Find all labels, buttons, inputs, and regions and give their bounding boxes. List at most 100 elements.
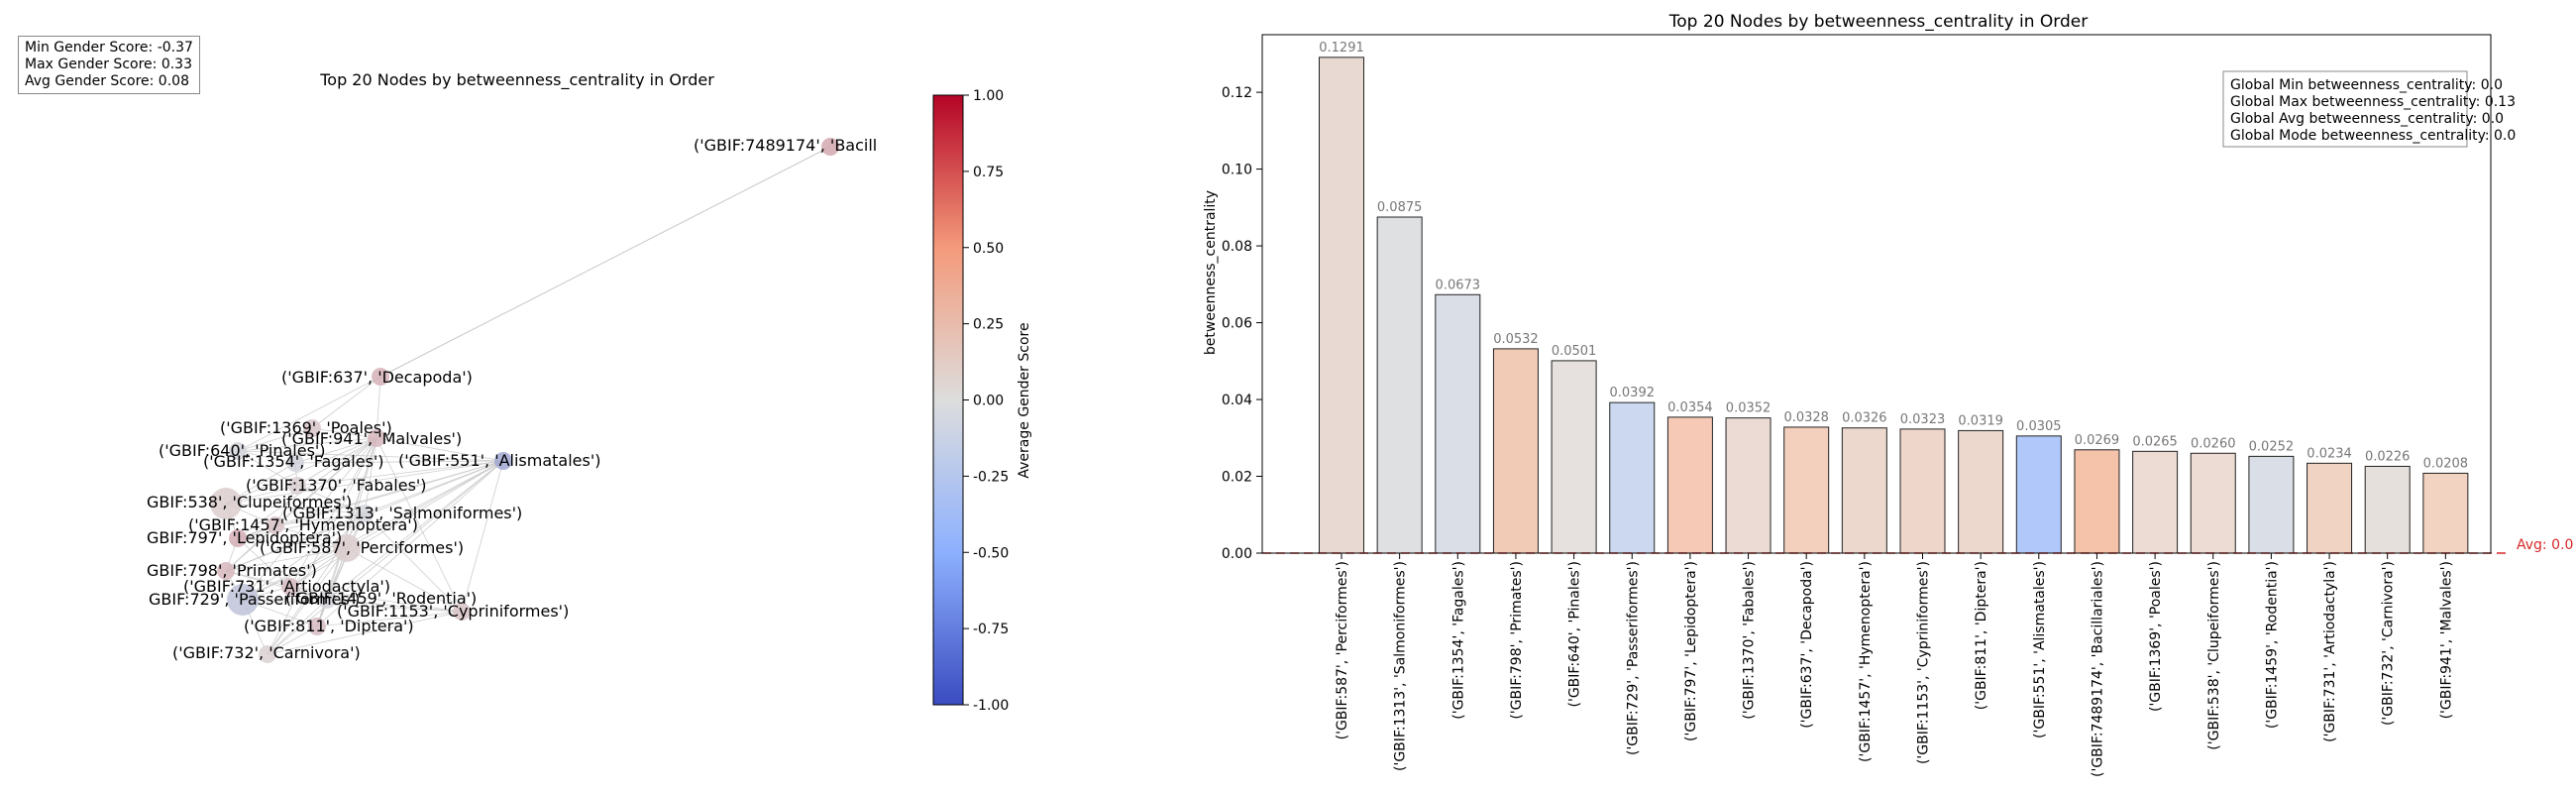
network-node-label: ('GBIF:1459', 'Rodentia') (285, 589, 477, 608)
network-node-label: ('GBIF:732', 'Carnivora') (172, 643, 361, 662)
network-edge (237, 537, 291, 588)
bar-value-label: 0.0305 (2016, 419, 2062, 434)
network-edge (294, 437, 377, 464)
network-edge (267, 611, 463, 655)
network-edge (225, 460, 504, 505)
network-edge (237, 450, 296, 464)
network-title: Top 20 Nodes by betweenness_centrality i… (319, 70, 714, 90)
network-node (821, 138, 839, 156)
network-edge (274, 512, 366, 526)
network-node (281, 578, 299, 596)
x-tick-label: ('GBIF:729', 'Passeriformes') (1625, 561, 1641, 755)
bar (1899, 428, 1946, 554)
y-tick-label: 0.02 (1222, 470, 1252, 486)
x-tick-label: ('GBIF:538', 'Clupeiformes') (2206, 561, 2222, 750)
network-node (217, 562, 235, 580)
legend-frame (2222, 70, 2468, 148)
bar (1376, 216, 1423, 554)
bar (1725, 417, 1771, 554)
network-node-label: ('GBIF:640', 'Pinales') (159, 441, 326, 460)
x-tick-label: ('GBIF:941', 'Malvales') (2438, 561, 2454, 719)
network-edge (225, 503, 366, 514)
bars (1319, 57, 2469, 554)
colorbar-label: Average Gender Score (1017, 322, 1032, 478)
network-edge (326, 460, 504, 601)
y-axis-label: betweenness_centrality (1203, 190, 1219, 355)
bar-value-label: 0.0208 (2423, 456, 2469, 471)
network-edge (225, 437, 377, 505)
network-node-label: ('GBIF:1313', 'Salmoniformes') (282, 504, 522, 522)
network-edge (242, 547, 348, 601)
network-edge (376, 376, 381, 439)
colorbar-tick-label: -0.50 (973, 545, 1009, 561)
x-tick-label: ('GBIF:1153', 'Cypriniformes') (1916, 561, 1932, 764)
network-edge (225, 570, 328, 601)
network-node-label: ('GBIF:1457', 'Hymenoptera') (188, 515, 418, 534)
colorbar-tick-label: 1.00 (973, 88, 1004, 104)
bar-value-label: 0.0319 (1958, 413, 2003, 428)
network-node-label: ('GBIF:1369', 'Poales') (220, 418, 392, 437)
network-edge (346, 460, 504, 549)
network-edge (364, 512, 463, 613)
y-tick-label: 0.12 (1222, 85, 1252, 101)
network-edge (237, 450, 298, 487)
y-tick-label: 0.06 (1222, 316, 1252, 332)
network-edge (346, 437, 377, 549)
network-edge (237, 537, 348, 549)
max-gender-score: Max Gender Score: 0.33 (25, 57, 192, 72)
bar (1666, 416, 1713, 554)
x-tick-label: ('GBIF:587', 'Perciformes') (1335, 561, 1350, 739)
colorbar-tick-label: 0.50 (973, 241, 1004, 257)
colorbar-tick-label: 0.75 (973, 165, 1004, 180)
network-edge (225, 437, 377, 572)
bar (2190, 452, 2236, 554)
plot-frame (1261, 34, 2492, 554)
network-edge (237, 450, 504, 462)
x-tick-label: ('GBIF:797', 'Lepidoptera') (1683, 561, 1699, 741)
network-node-label: ('GBIF:941', 'Malvales') (281, 429, 462, 448)
network-node (368, 429, 385, 447)
network-edge (294, 460, 504, 464)
network-edge (296, 437, 377, 487)
network-edge (237, 437, 377, 452)
network-node (318, 591, 336, 609)
x-tick-label: ('GBIF:1457', 'Hymenoptera') (1858, 561, 1874, 762)
bar-value-label: 0.0323 (1900, 412, 1946, 427)
network-edge (225, 547, 348, 572)
bar (1609, 401, 1656, 554)
network-node-label: ('GBIF:7489174', 'Bacill (694, 136, 877, 155)
bar (2015, 435, 2062, 554)
network-node-label: GBIF:538', 'Clupeiformes') (147, 493, 352, 511)
y-tick-label: 0.04 (1222, 393, 1252, 408)
x-tick-label: ('GBIF:1313', 'Salmoniformes') (1393, 561, 1409, 771)
network-edge (267, 460, 504, 655)
network-node (210, 488, 242, 519)
network-node (372, 368, 389, 386)
network-edge (289, 437, 377, 588)
network-edge (237, 376, 381, 452)
legend-line: Global Max betweenness_centrality: 0.13 (2230, 94, 2516, 110)
colorbar-tick-label: -0.75 (973, 622, 1009, 637)
network-edge (267, 547, 348, 655)
x-tick-label: ('GBIF:551', 'Alismatales') (2032, 561, 2048, 738)
network-node (267, 516, 284, 534)
network-edge (237, 427, 313, 452)
colorbar-gradient (932, 94, 964, 706)
bar (1958, 429, 2004, 554)
network-edge (326, 599, 463, 613)
network-node (333, 534, 361, 562)
bar-value-label: 0.0875 (1377, 200, 1423, 215)
bar (1551, 360, 1597, 554)
bar-value-label: 0.0328 (1783, 410, 1829, 425)
network-edge (267, 625, 318, 655)
bar (2132, 450, 2179, 554)
bar-value-label: 0.0269 (2075, 433, 2120, 448)
network-edge (237, 437, 377, 539)
bar-value-label: 0.0532 (1493, 332, 1539, 347)
network-node-label: ('GBIF:551', 'Alismatales') (398, 451, 601, 470)
network-edge (289, 512, 366, 588)
network-edge (311, 376, 381, 429)
network-edge (346, 547, 463, 613)
network-node-label: ('GBIF:587', 'Perciformes') (260, 538, 464, 557)
